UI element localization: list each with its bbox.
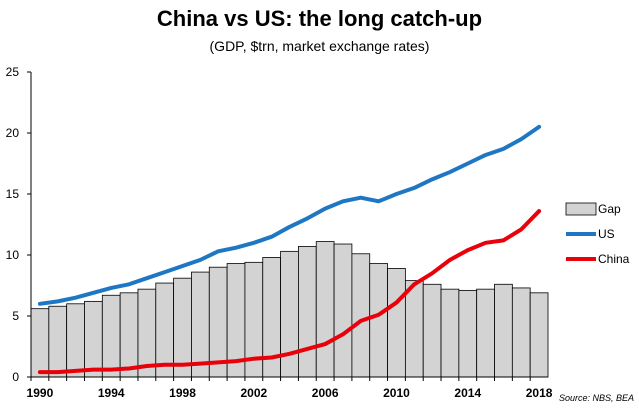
gap-bar-2011: [404, 280, 424, 378]
gap-bar-1993: [84, 300, 103, 378]
x-tick-label-2002: 2002: [240, 386, 267, 400]
legend-swatch-gap: [565, 202, 597, 216]
gap-bar-2010: [387, 268, 406, 378]
chart-title: China vs US: the long catch-up: [156, 6, 483, 31]
x-tick-label-2010: 2010: [383, 386, 410, 400]
gap-bar-2018: [529, 292, 549, 378]
gap-bar-2012: [422, 283, 442, 378]
gap-bar-1992: [66, 303, 85, 378]
legend-label-china: China: [598, 252, 630, 266]
legend: Gap US China: [565, 202, 630, 266]
y-tick-label-0: 0: [12, 370, 19, 384]
source-note: Source: NBS, BEA: [559, 393, 634, 403]
gap-bar-1990: [30, 308, 50, 378]
gap-bar-2008: [351, 253, 371, 378]
legend-label-gap: Gap: [598, 202, 621, 216]
x-tick-label-2006: 2006: [312, 386, 339, 400]
x-tick-label-2018: 2018: [526, 386, 553, 400]
y-tick-label-15: 15: [6, 187, 20, 201]
gap-bar-1991: [48, 305, 68, 378]
y-tick-label-10: 10: [6, 248, 20, 262]
gap-bar-2014: [458, 289, 478, 378]
gap-bar-2017: [511, 287, 531, 378]
gap-bar-2016: [494, 283, 513, 378]
x-tick-label-1998: 1998: [169, 386, 196, 400]
gap-bars: [30, 241, 549, 378]
x-tick-label-2014: 2014: [454, 386, 481, 400]
gap-bar-2004: [280, 250, 299, 378]
x-tick-label-1994: 1994: [98, 386, 125, 400]
gap-bar-1995: [119, 292, 139, 378]
legend-label-us: US: [598, 227, 615, 241]
y-tick-label-25: 25: [6, 65, 20, 79]
gap-bar-2005: [298, 246, 317, 378]
gap-bar-2013: [440, 288, 460, 378]
gap-bar-1998: [173, 277, 192, 378]
series-lines: [37, 124, 542, 375]
line-us: [37, 124, 542, 306]
gap-bar-1994: [101, 294, 121, 378]
chart-subtitle: (GDP, $trn, market exchange rates): [209, 38, 430, 54]
gap-bar-2009: [369, 263, 388, 378]
gap-bar-2007: [333, 243, 353, 378]
x-tick-label-1990: 1990: [27, 386, 54, 400]
gap-bar-2006: [315, 241, 335, 378]
gap-bar-2015: [476, 288, 495, 378]
y-tick-label-5: 5: [12, 309, 19, 323]
axes: 0 5 10 15 20 25 1990 1994 1998 2002 2006 2010 2014 20…: [6, 65, 553, 400]
line-china: [37, 209, 542, 375]
y-tick-label-20: 20: [6, 126, 20, 140]
